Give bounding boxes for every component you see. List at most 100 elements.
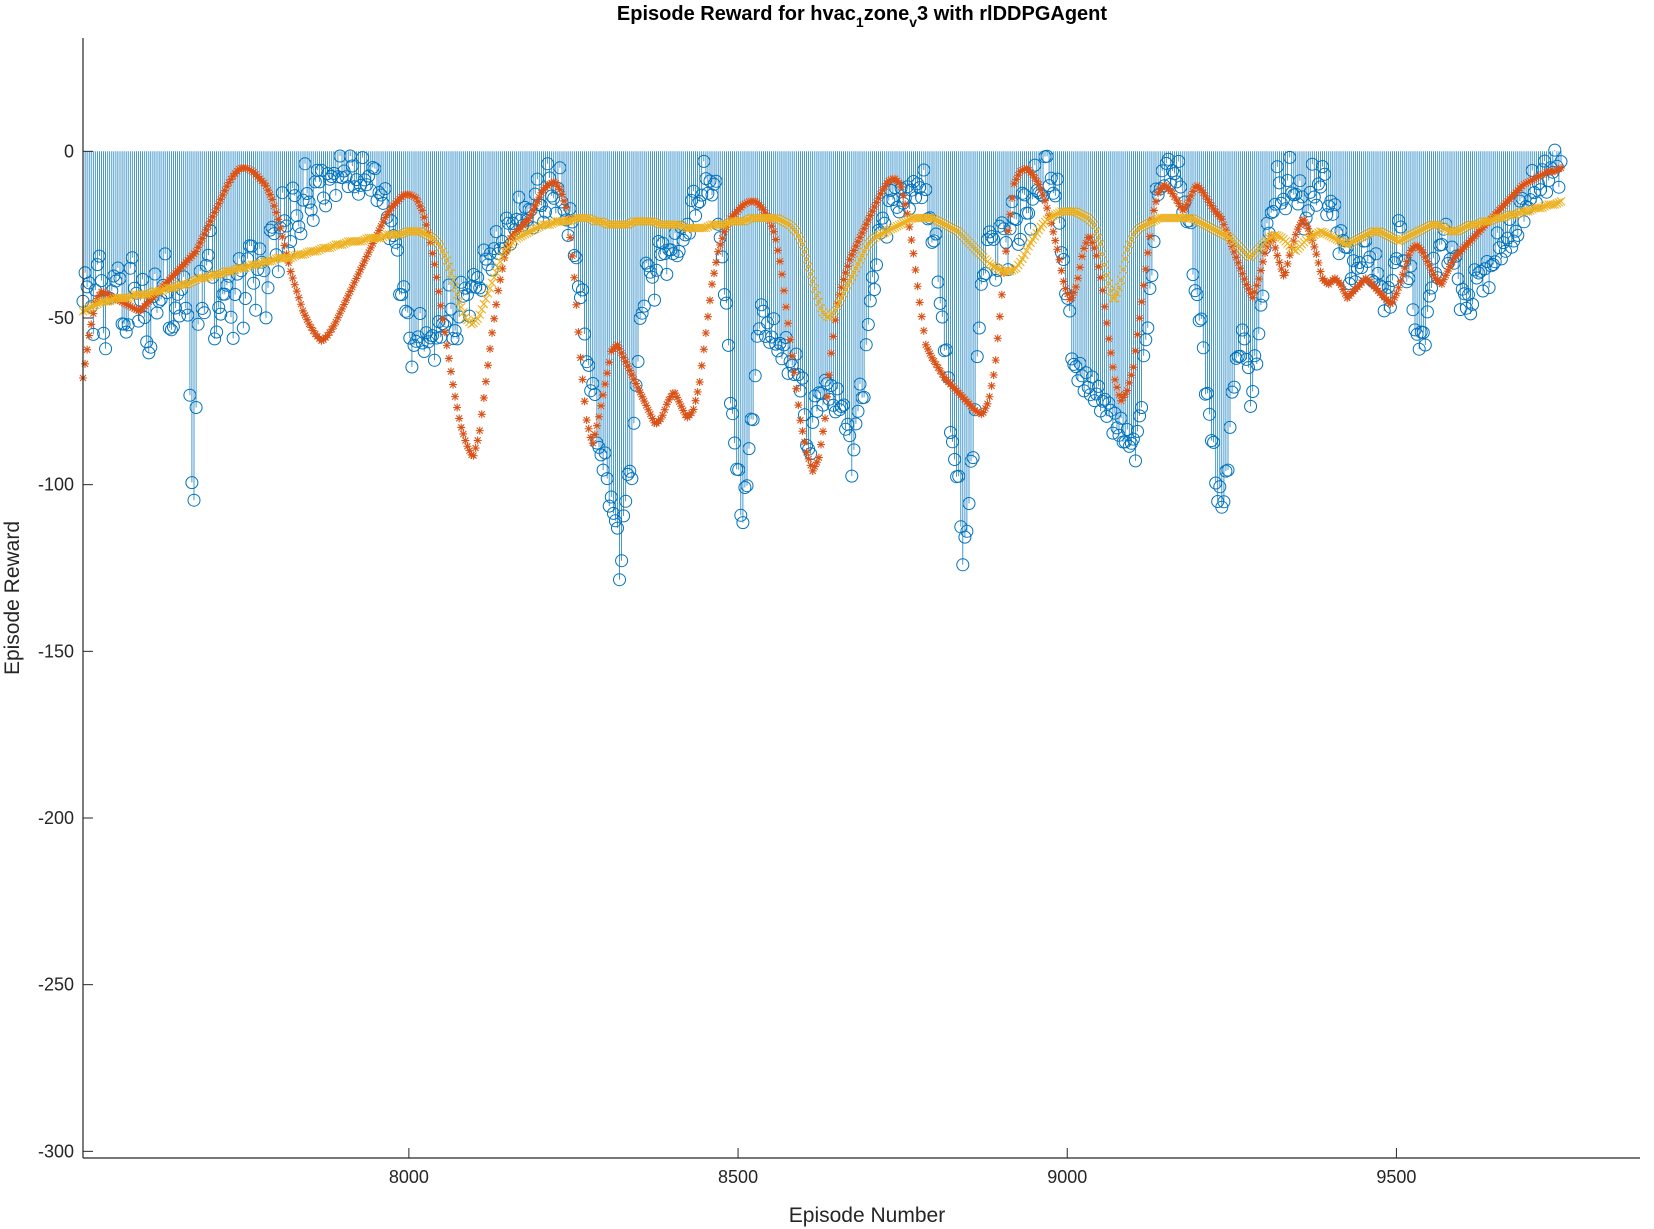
q0-point bbox=[565, 216, 575, 226]
average-point bbox=[1018, 166, 1027, 175]
episode-point bbox=[1141, 321, 1155, 335]
q0-point bbox=[1420, 223, 1430, 233]
average-point bbox=[196, 238, 205, 247]
average-point bbox=[1008, 194, 1017, 203]
average-point bbox=[615, 344, 624, 353]
average-point bbox=[851, 242, 860, 251]
average-point bbox=[463, 442, 472, 451]
q0-point bbox=[781, 218, 791, 228]
q0-point bbox=[1385, 232, 1395, 242]
average-point bbox=[1201, 191, 1210, 200]
q0-point bbox=[82, 304, 92, 314]
q0-point bbox=[687, 223, 696, 233]
episode-point bbox=[1151, 188, 1165, 202]
q0-point bbox=[1453, 226, 1463, 236]
episode-point bbox=[1145, 269, 1159, 282]
episode-point bbox=[1055, 246, 1068, 260]
q0-point bbox=[216, 269, 226, 279]
average-point bbox=[208, 212, 217, 221]
average-point bbox=[438, 315, 447, 324]
episode-point bbox=[99, 342, 113, 356]
average-point bbox=[1542, 168, 1551, 177]
q0-point bbox=[90, 300, 100, 310]
average-point bbox=[868, 207, 877, 216]
average-point bbox=[1184, 196, 1193, 205]
average-point bbox=[1032, 177, 1041, 186]
average-point bbox=[358, 261, 367, 270]
average-point bbox=[122, 300, 131, 309]
q0-point bbox=[1198, 219, 1208, 229]
episode-point bbox=[343, 149, 357, 163]
q0-point bbox=[491, 267, 501, 277]
episode-point bbox=[1120, 423, 1134, 436]
average-point bbox=[1104, 334, 1113, 343]
average-point bbox=[1398, 270, 1407, 279]
average-point bbox=[1258, 257, 1267, 266]
y-tick-label: -250 bbox=[38, 975, 74, 995]
average-point bbox=[636, 388, 645, 397]
q0-point bbox=[709, 220, 719, 230]
episode-point bbox=[808, 389, 822, 403]
q0-point bbox=[1326, 231, 1336, 241]
episode-point bbox=[253, 242, 267, 256]
average-point bbox=[377, 222, 386, 231]
episode-point bbox=[1548, 143, 1562, 157]
average-point bbox=[631, 379, 640, 388]
q0-point bbox=[86, 302, 96, 312]
average-point bbox=[1394, 283, 1403, 292]
episode-point bbox=[329, 189, 343, 202]
q0-point bbox=[1116, 275, 1126, 285]
q0-point bbox=[1022, 246, 1031, 256]
episode-point bbox=[423, 331, 437, 345]
q0-point bbox=[134, 290, 143, 300]
episode-point bbox=[345, 159, 359, 173]
average-point bbox=[274, 215, 283, 224]
average-point bbox=[551, 179, 560, 188]
episode-point bbox=[292, 220, 306, 233]
q0-point bbox=[1061, 206, 1070, 216]
episode-point bbox=[600, 472, 614, 486]
q0-point bbox=[407, 226, 417, 236]
q0-point bbox=[1513, 209, 1523, 218]
average-point bbox=[83, 345, 92, 354]
average-point bbox=[1532, 173, 1541, 182]
average-point bbox=[547, 178, 556, 187]
q0-point bbox=[611, 220, 620, 230]
series-average bbox=[79, 164, 1565, 475]
q0-point bbox=[662, 220, 672, 230]
average-point bbox=[841, 268, 850, 277]
q0-point bbox=[1272, 231, 1282, 240]
episode-point bbox=[1266, 205, 1280, 218]
average-point bbox=[1004, 226, 1013, 235]
average-point bbox=[1557, 164, 1565, 172]
average-point bbox=[366, 243, 375, 252]
average-point bbox=[983, 399, 992, 408]
episode-point bbox=[703, 174, 717, 188]
q0-point bbox=[948, 224, 957, 233]
q0-point bbox=[804, 262, 814, 271]
q0-point bbox=[606, 220, 616, 230]
average-point bbox=[759, 205, 768, 214]
q0-point bbox=[417, 228, 427, 237]
average-point bbox=[907, 236, 916, 245]
average-point bbox=[1534, 172, 1543, 181]
average-point bbox=[545, 180, 554, 189]
average-point bbox=[938, 370, 947, 379]
episode-point bbox=[1256, 289, 1270, 303]
average-point bbox=[853, 237, 862, 246]
q0-point bbox=[623, 220, 633, 229]
average-point bbox=[1260, 249, 1269, 258]
x-ticks: 8000 8500 9000 9500 bbox=[389, 1148, 1416, 1187]
q0-point bbox=[1149, 216, 1159, 226]
episode-point bbox=[1161, 152, 1175, 166]
q0-point bbox=[1100, 260, 1110, 270]
average-point bbox=[666, 392, 675, 401]
q0-point bbox=[84, 303, 94, 313]
q0-point bbox=[629, 216, 639, 226]
average-point bbox=[405, 190, 414, 199]
episode-point bbox=[966, 451, 980, 465]
average-point bbox=[590, 430, 599, 439]
episode-point bbox=[1517, 215, 1531, 229]
episode-point bbox=[1248, 349, 1262, 363]
q0-point bbox=[989, 261, 999, 271]
